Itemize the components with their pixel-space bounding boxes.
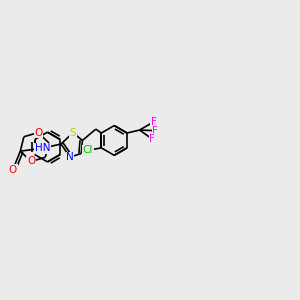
- Text: S: S: [70, 128, 76, 138]
- Text: F: F: [152, 126, 158, 136]
- Text: F: F: [149, 134, 155, 144]
- Text: HN: HN: [35, 143, 50, 153]
- Text: Cl: Cl: [83, 145, 93, 155]
- Text: O: O: [9, 165, 17, 175]
- Text: N: N: [66, 152, 74, 162]
- Text: O: O: [27, 157, 35, 166]
- Text: O: O: [34, 128, 42, 138]
- Text: F: F: [151, 117, 157, 127]
